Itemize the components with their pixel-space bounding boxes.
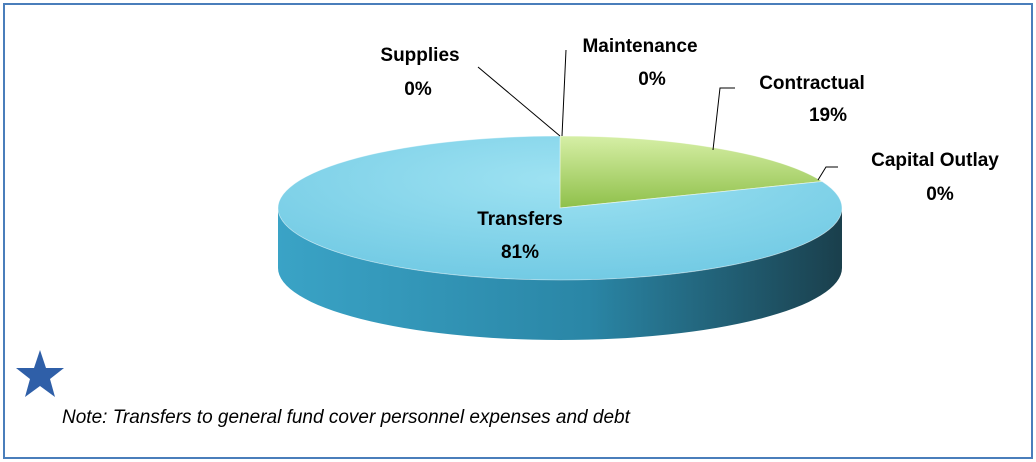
note: Note: Transfers to general fund cover pe…: [62, 407, 631, 428]
slice-label: Contractual: [759, 73, 865, 94]
leader-line: [712, 87, 735, 151]
value-label: 0%: [926, 184, 954, 205]
star-icon: [16, 350, 64, 397]
frame: [3, 3, 1033, 459]
value-label: 19%: [809, 105, 847, 126]
value-label: 0%: [404, 79, 432, 100]
slice-side: [278, 208, 842, 340]
slice: [559, 135, 824, 209]
slice-label: Transfers: [477, 209, 563, 230]
leader-line: [561, 49, 567, 137]
value-label: 81%: [501, 242, 539, 263]
slice-label: Capital Outlay: [871, 150, 999, 171]
value-label: 0%: [638, 69, 666, 90]
slice-label: Supplies: [380, 45, 459, 66]
slice: [277, 135, 843, 281]
leader-line: [817, 166, 838, 181]
slice-label: Maintenance: [582, 36, 697, 57]
leader-line: [477, 66, 561, 137]
